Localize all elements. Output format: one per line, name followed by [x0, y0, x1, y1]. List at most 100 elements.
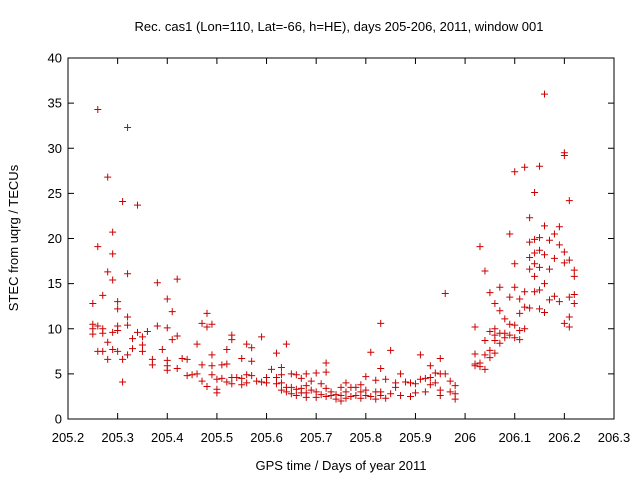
data-point: [536, 234, 544, 242]
x-tick-label: 206.2: [548, 430, 581, 445]
data-point: [516, 309, 524, 317]
data-point: [446, 388, 454, 396]
data-point: [491, 336, 499, 344]
data-point: [367, 392, 375, 400]
data-point: [129, 345, 137, 353]
data-point: [208, 320, 216, 328]
data-point: [486, 354, 494, 362]
data-point: [277, 364, 285, 372]
data-point: [416, 351, 424, 359]
data-point: [208, 351, 216, 359]
data-point: [124, 270, 132, 278]
data-point: [362, 392, 370, 400]
x-tick-label: 206.3: [598, 430, 631, 445]
data-point: [307, 386, 315, 394]
data-point: [471, 323, 479, 331]
data-point: [302, 370, 310, 378]
data-point: [213, 375, 221, 383]
data-point: [521, 303, 529, 311]
data-point: [426, 373, 434, 381]
data-point: [506, 230, 514, 238]
data-point: [511, 334, 519, 342]
data-point: [243, 371, 251, 379]
data-point: [357, 394, 365, 402]
data-point: [119, 197, 127, 205]
plot-area: [67, 57, 615, 420]
data-point: [471, 362, 479, 370]
data-point: [526, 265, 534, 273]
data-point: [570, 266, 578, 274]
data-point: [287, 383, 295, 391]
data-point: [99, 291, 107, 299]
data-point: [550, 254, 558, 262]
data-point: [138, 333, 146, 341]
data-point: [124, 313, 132, 321]
data-point: [248, 344, 256, 352]
data-point: [342, 388, 350, 396]
data-point: [570, 299, 578, 307]
x-tick-label: 205.7: [300, 430, 333, 445]
y-axis-label: STEC from uqrg / TECUs: [6, 164, 21, 311]
data-point: [476, 363, 484, 371]
data-point: [312, 369, 320, 377]
data-point: [153, 322, 161, 330]
data-point: [208, 362, 216, 370]
data-point: [292, 385, 300, 393]
data-point: [153, 279, 161, 287]
data-point: [158, 346, 166, 354]
data-point: [565, 313, 573, 321]
data-point: [307, 377, 315, 385]
data-point: [322, 368, 330, 376]
data-point: [104, 355, 112, 363]
data-point: [238, 381, 246, 389]
y-tick-label: 0: [55, 412, 62, 427]
data-point: [387, 390, 395, 398]
data-point: [238, 374, 246, 382]
data-point: [431, 379, 439, 387]
data-point: [397, 370, 405, 378]
data-point: [536, 286, 544, 294]
data-point: [223, 360, 231, 368]
data-point: [138, 341, 146, 349]
data-point: [258, 333, 266, 341]
data-point: [526, 253, 534, 261]
data-point: [163, 324, 171, 332]
data-point: [471, 350, 479, 358]
data-point: [208, 371, 216, 379]
data-point: [406, 379, 414, 387]
data-point: [228, 380, 236, 388]
data-point: [506, 293, 514, 301]
data-point: [322, 359, 330, 367]
data-point: [243, 379, 251, 387]
data-point: [263, 379, 271, 387]
data-point: [327, 392, 335, 400]
data-point: [297, 374, 305, 382]
x-tick-label: 205.2: [52, 430, 85, 445]
data-point: [372, 395, 380, 403]
data-point: [531, 235, 539, 243]
data-point: [382, 375, 390, 383]
data-point: [402, 378, 410, 386]
data-point: [104, 338, 112, 346]
data-point: [292, 371, 300, 379]
data-point: [511, 168, 519, 176]
data-point: [119, 355, 127, 363]
data-point: [183, 372, 191, 380]
data-point: [565, 323, 573, 331]
data-point: [312, 393, 320, 401]
data-point: [501, 334, 509, 342]
data-point: [178, 355, 186, 363]
x-tick-label: 205.5: [201, 430, 234, 445]
data-point: [421, 374, 429, 382]
y-tick-label: 10: [48, 321, 62, 336]
data-point: [317, 380, 325, 388]
data-point: [287, 390, 295, 398]
data-point: [451, 382, 459, 390]
data-point: [347, 392, 355, 400]
data-point: [541, 222, 549, 230]
data-point: [506, 331, 514, 339]
data-point: [163, 295, 171, 303]
data-point: [511, 260, 519, 268]
data-point: [342, 379, 350, 387]
